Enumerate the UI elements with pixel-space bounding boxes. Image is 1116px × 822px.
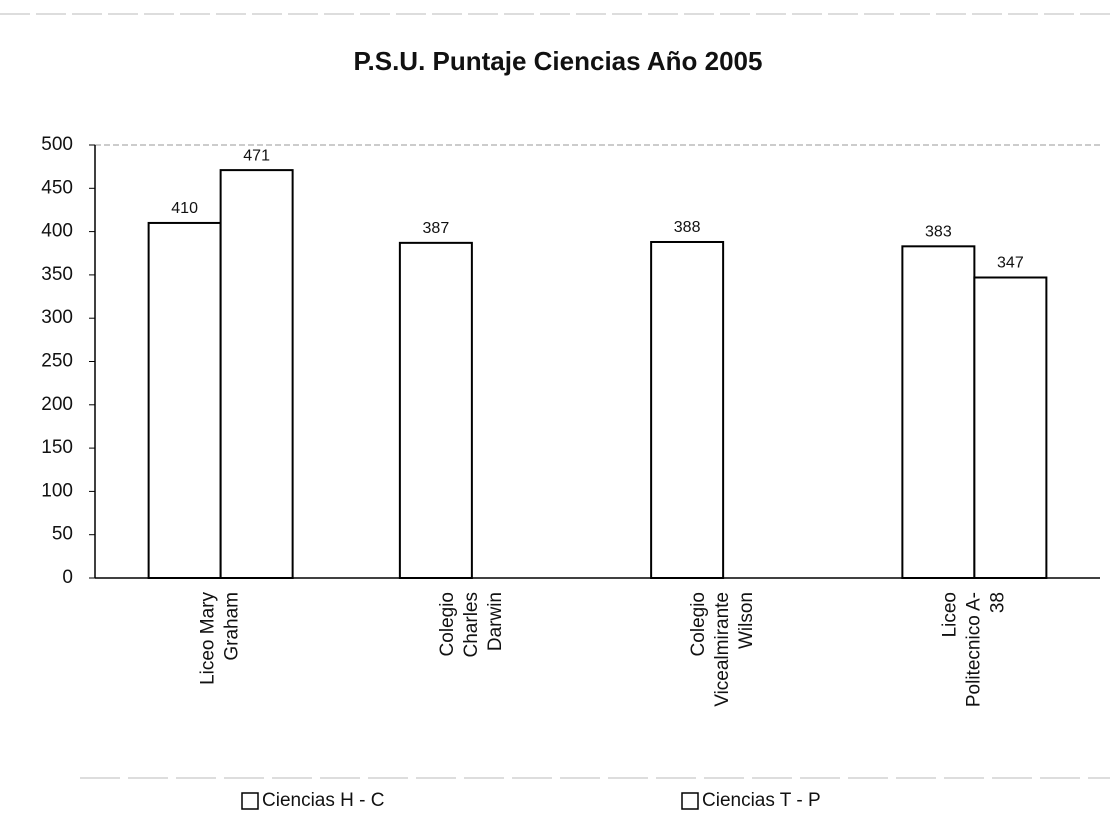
legend-label: Ciencias T - P (702, 790, 821, 811)
x-tick-label: Graham (222, 592, 243, 661)
x-tick-label: 38 (987, 592, 1008, 613)
y-tick-label: 300 (41, 307, 73, 328)
x-tick-label: Colegio (688, 592, 709, 656)
value-label: 387 (423, 220, 450, 237)
bar (398, 241, 473, 579)
legend-swatch (241, 792, 259, 810)
y-tick-label: 0 (62, 567, 73, 588)
bar (147, 221, 222, 579)
y-tick-label: 350 (41, 264, 73, 285)
x-tick-label: Liceo (939, 592, 960, 637)
x-tick-label: Wilson (736, 592, 757, 649)
value-label: 410 (171, 200, 198, 217)
legend-swatch (681, 792, 699, 810)
x-tick-label: Charles (461, 592, 482, 657)
y-tick-label: 50 (52, 524, 73, 545)
x-tick-label: Politecnico A- (963, 592, 984, 707)
y-tick-label: 200 (41, 394, 73, 415)
value-label: 388 (674, 219, 701, 236)
value-label: 471 (243, 147, 270, 164)
bar (901, 245, 976, 580)
bar (973, 276, 1048, 579)
bar (219, 169, 294, 579)
y-tick-label: 500 (41, 134, 73, 155)
value-label: 347 (997, 255, 1024, 272)
y-tick-label: 400 (41, 221, 73, 242)
legend-label: Ciencias H - C (262, 790, 384, 811)
x-tick-label: Colegio (437, 592, 458, 656)
x-tick-label: Darwin (485, 592, 506, 651)
x-tick-label: Liceo Mary (198, 592, 219, 685)
y-tick-label: 150 (41, 437, 73, 458)
bar (650, 240, 725, 579)
x-tick-label: Vicealmirante (712, 592, 733, 707)
value-label: 383 (925, 224, 952, 241)
y-tick-label: 450 (41, 177, 73, 198)
y-tick-label: 250 (41, 351, 73, 372)
y-tick-label: 100 (41, 480, 73, 501)
chart-title: P.S.U. Puntaje Ciencias Año 2005 (354, 46, 763, 76)
